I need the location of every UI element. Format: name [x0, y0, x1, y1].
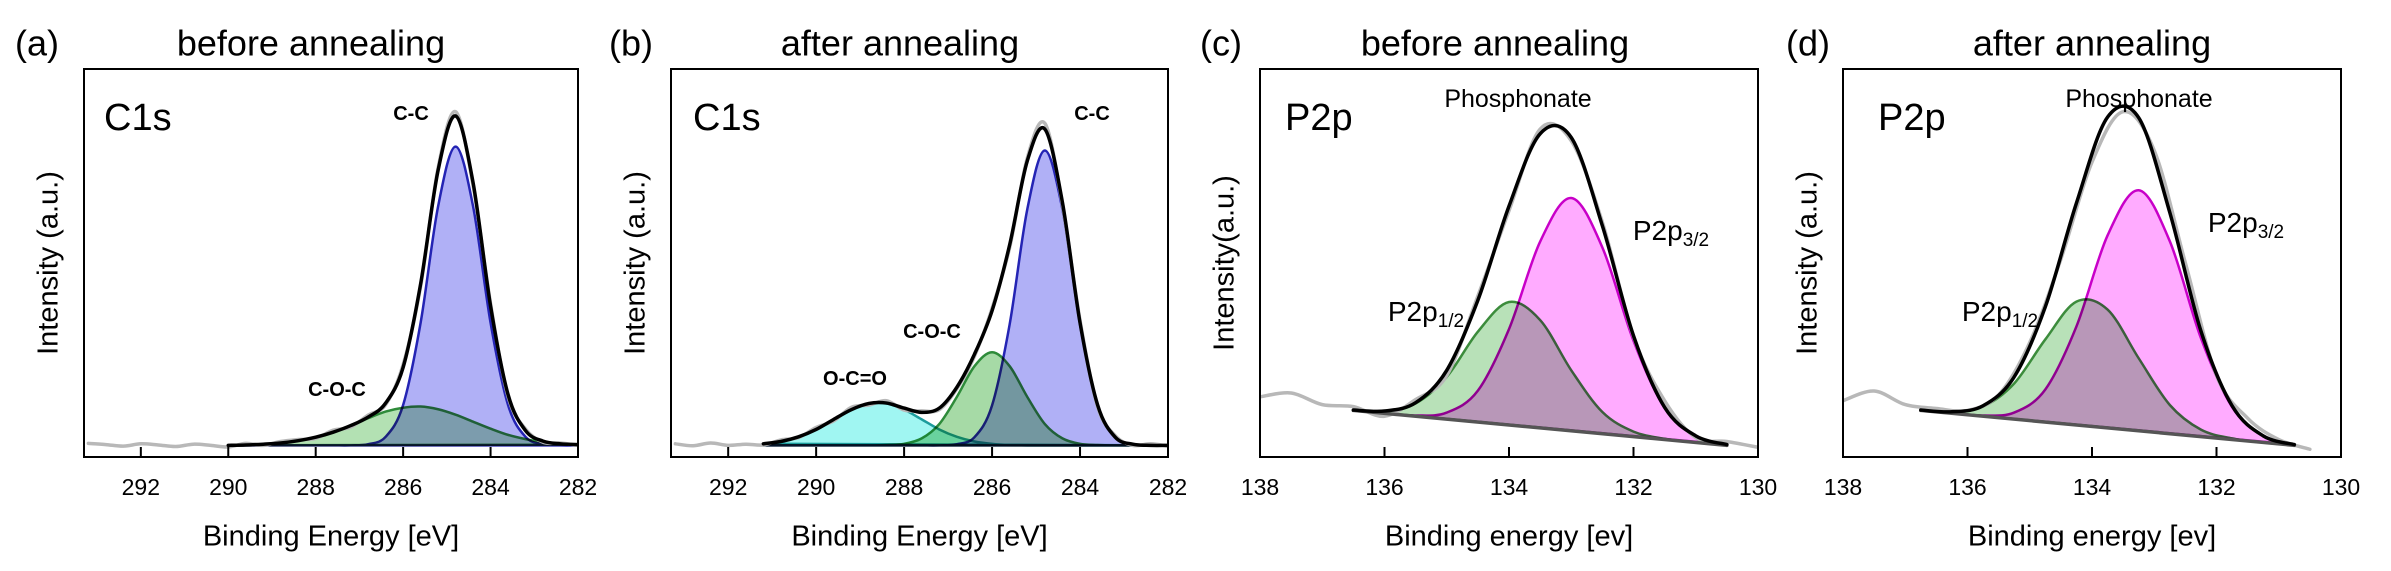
y-axis-label: Intensity (a.u.) [1792, 171, 1824, 355]
peak-annotation: C-C [393, 103, 429, 125]
x-tick-label: 286 [384, 474, 422, 500]
peak-annotation: P2p1/2 [1388, 296, 1464, 332]
annotation-text: Phosphonate [2065, 85, 2212, 113]
annotation-text: C-O-C [308, 379, 366, 401]
x-tick-label: 286 [973, 474, 1011, 500]
peak-annotation: O-C=O [823, 368, 887, 390]
plot-area [1843, 104, 2312, 451]
annotation-text: C-C [393, 103, 429, 125]
x-tick-label: 292 [122, 474, 160, 500]
x-tick-label: 134 [1490, 474, 1529, 500]
panel-title: before annealing [1361, 23, 1629, 64]
annotation-subscript: 1/2 [2012, 311, 2038, 332]
annotation-text: P2p [2208, 207, 2258, 238]
x-tick-label: 292 [709, 474, 747, 500]
annotation-text: O-C=O [823, 368, 887, 390]
x-tick-label: 138 [1241, 474, 1279, 500]
x-axis-label: Binding Energy [eV] [791, 521, 1047, 553]
x-tick-label: 130 [2322, 474, 2360, 500]
annotation-text: C-C [1074, 103, 1110, 125]
spectrum-label: P2p [1878, 97, 1946, 139]
spectrum-line [1351, 123, 1729, 447]
x-tick-label: 130 [1739, 474, 1777, 500]
x-tick-label: 288 [297, 474, 335, 500]
peak-annotation: C-C [1074, 103, 1110, 125]
x-tick-label: 132 [1614, 474, 1652, 500]
y-axis-label: Intensity(a.u.) [1209, 175, 1241, 351]
y-axis-label: Intensity (a.u.) [33, 171, 65, 355]
x-tick-label: 288 [885, 474, 923, 500]
x-tick-label: 282 [1149, 474, 1187, 500]
annotation-text: P2p [1633, 215, 1683, 246]
annotation-text: C-O-C [903, 321, 961, 343]
x-tick-label: 132 [2197, 474, 2235, 500]
panel-label: (d) [1786, 23, 1830, 64]
spectrum-line [1351, 408, 1729, 448]
peak-annotation: P2p1/2 [1962, 296, 2038, 332]
annotation-text: P2p [1388, 296, 1438, 327]
y-axis-label: Intensity (a.u.) [620, 171, 652, 355]
panel-title: after annealing [1973, 23, 2211, 64]
plot-area [86, 109, 578, 449]
panel-title: after annealing [781, 23, 1019, 64]
annotation-subscript: 1/2 [1438, 311, 1464, 332]
x-tick-label: 134 [2073, 474, 2112, 500]
x-tick-label: 290 [209, 474, 247, 500]
spectrum-label: P2p [1285, 97, 1353, 139]
annotation-text: P2p [1962, 296, 2012, 327]
plot-area [673, 119, 1168, 448]
spectrum-line [226, 114, 578, 448]
peak-annotation: P2p3/2 [2208, 207, 2284, 243]
panel-label: (a) [15, 23, 59, 64]
peak-annotation: C-O-C [903, 321, 961, 343]
peak-annotation: C-O-C [308, 379, 366, 401]
spectrum-label: C1s [104, 97, 172, 139]
spectrum-line [1919, 408, 2297, 448]
peak-annotation: P2p3/2 [1633, 215, 1709, 251]
plot-frame [83, 68, 579, 458]
x-tick-label: 136 [1365, 474, 1403, 500]
x-axis-label: Binding energy [ev] [1385, 521, 1633, 553]
panel-title: before annealing [177, 23, 445, 64]
x-tick-label: 136 [1948, 474, 1986, 500]
spectrum-label: C1s [693, 97, 761, 139]
annotation-text: Phosphonate [1444, 85, 1591, 113]
spectrum-line [1919, 104, 2297, 447]
spectrum-line [761, 125, 1168, 448]
x-axis-label: Binding Energy [eV] [203, 521, 459, 553]
panel-label: (b) [609, 23, 653, 64]
peak-annotation: Phosphonate [1444, 85, 1591, 113]
annotation-subscript: 3/2 [2258, 222, 2284, 243]
plot-frame [670, 68, 1169, 458]
x-tick-label: 138 [1824, 474, 1862, 500]
annotation-subscript: 3/2 [1683, 230, 1709, 251]
plot-area [1260, 121, 1758, 450]
panel-label: (c) [1200, 23, 1242, 64]
x-tick-label: 282 [559, 474, 597, 500]
x-tick-label: 284 [1061, 474, 1100, 500]
peak-component [227, 145, 578, 447]
peak-annotation: Phosphonate [2065, 85, 2212, 113]
x-tick-label: 284 [471, 474, 510, 500]
x-axis-label: Binding energy [ev] [1968, 521, 2216, 553]
x-tick-label: 290 [797, 474, 835, 500]
